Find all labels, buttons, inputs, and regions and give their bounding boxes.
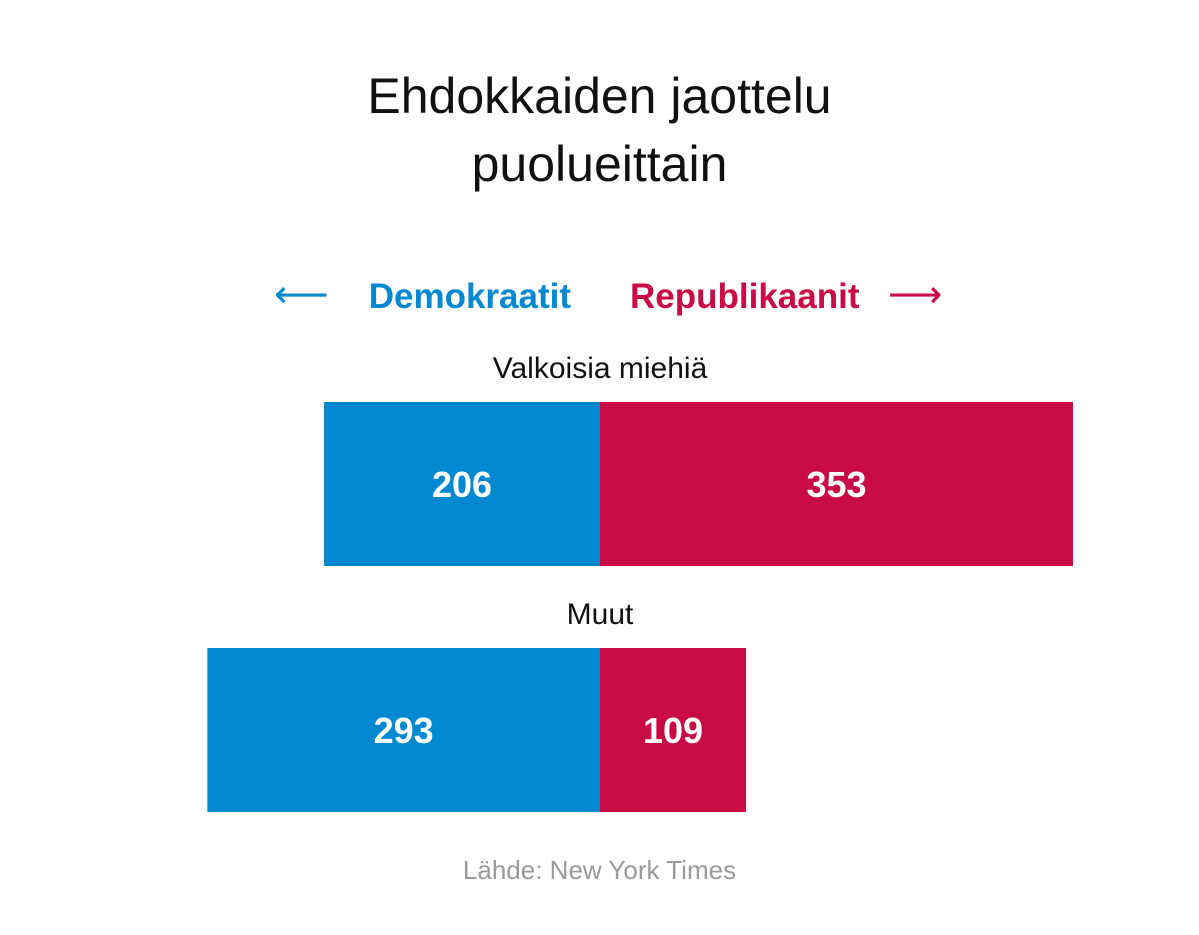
bar-republicans-white-men bbox=[600, 402, 1074, 566]
data-label-democrats-others: 293 bbox=[374, 710, 434, 751]
category-label-others: Muut bbox=[567, 598, 634, 631]
bar-democrats-white-men bbox=[323, 402, 600, 566]
arrow-left-icon: ⟵ bbox=[274, 274, 329, 316]
bar-republicans-others bbox=[600, 648, 747, 812]
data-label-democrats-white-men: 206 bbox=[432, 464, 492, 505]
data-label-republicans-others: 109 bbox=[643, 710, 703, 751]
chart-title-line-1: Ehdokkaiden jaottelu bbox=[367, 68, 832, 124]
arrow-right-icon: ⟶ bbox=[888, 274, 943, 316]
data-label-republicans-white-men: 353 bbox=[806, 464, 866, 505]
source-note: Lähde: New York Times bbox=[462, 855, 737, 885]
bar-democrats-others bbox=[207, 648, 600, 812]
chart-legend: ⟵ Demokraatit Republikaanit ⟶ bbox=[0, 272, 1199, 322]
category-label-white-men: Valkoisia miehiä bbox=[493, 352, 708, 385]
chart-title-line-2: puolueittain bbox=[471, 136, 728, 192]
chart-title: Ehdokkaiden jaottelu puolueittain bbox=[0, 62, 1199, 198]
legend-democrats: Demokraatit bbox=[368, 277, 571, 316]
legend-republicans: Republikaanit bbox=[630, 277, 860, 316]
